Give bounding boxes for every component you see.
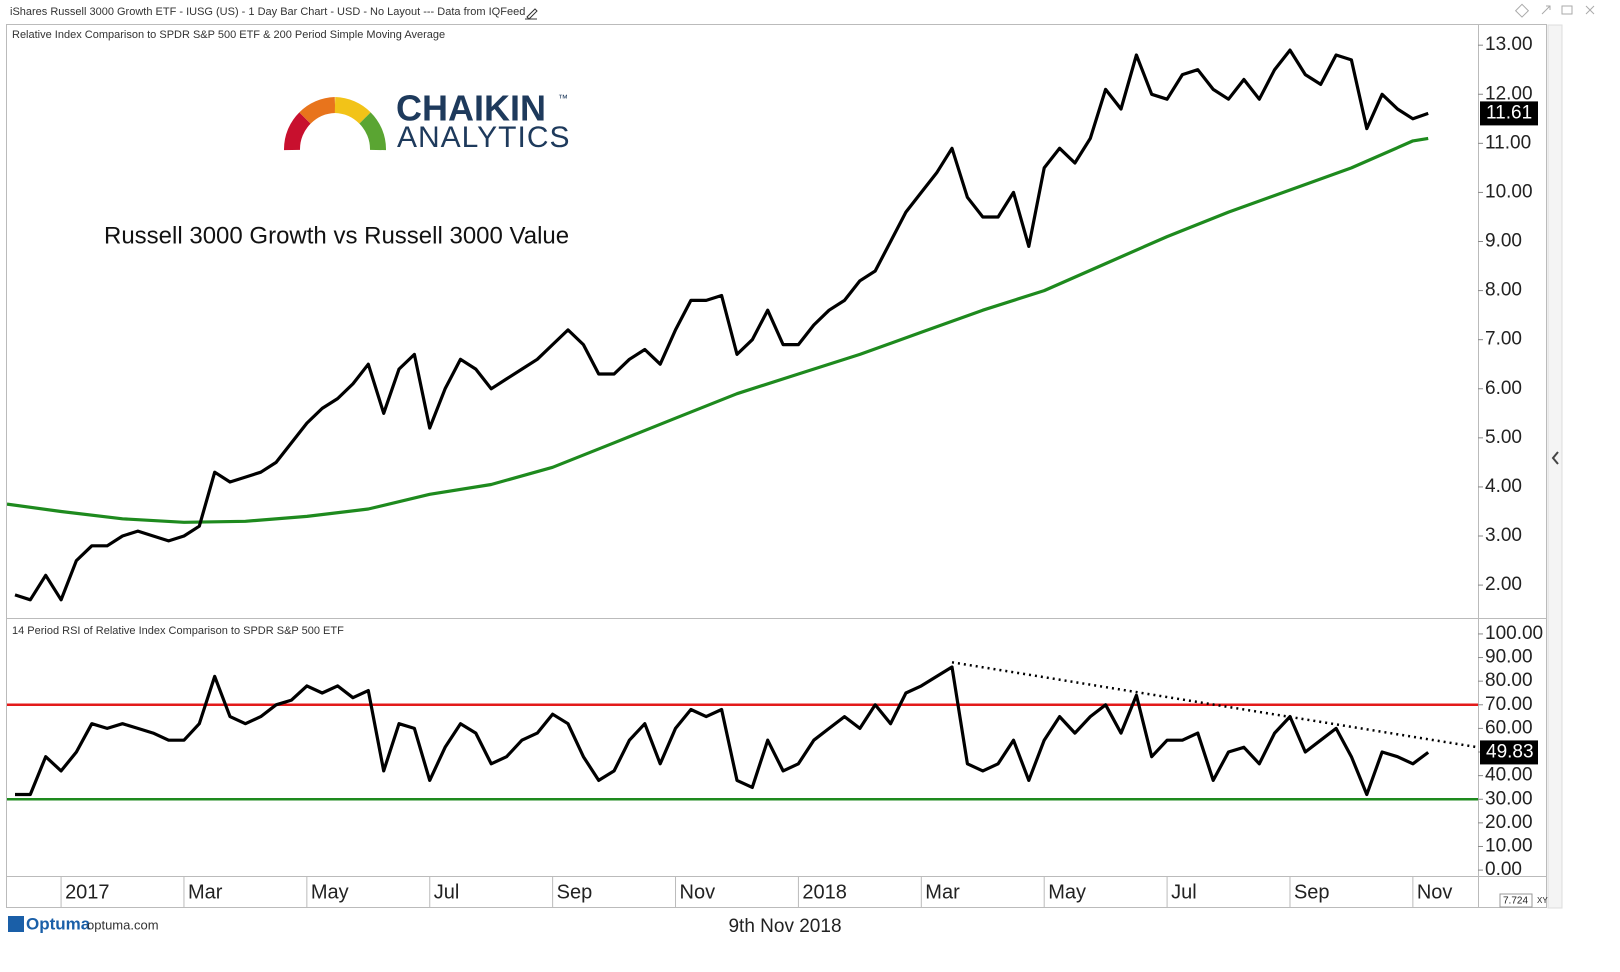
footer-icon — [8, 916, 24, 932]
edit-icon[interactable] — [525, 8, 538, 20]
scrollbar[interactable] — [1547, 24, 1563, 909]
y-tick-label: 5.00 — [1485, 427, 1522, 448]
logo-name: CHAIKIN — [396, 88, 546, 129]
plot-area — [7, 661, 1478, 801]
y-tick-label: 40.00 — [1485, 765, 1533, 786]
last-value-label: 11.61 — [1486, 102, 1532, 123]
series-line — [14, 48, 1429, 602]
last-value-box — [1480, 740, 1538, 765]
series-line — [7, 136, 1429, 524]
y-tick-label: 0.00 — [1485, 859, 1522, 880]
y-tick-label: 70.00 — [1485, 694, 1533, 715]
annotation: Russell 3000 Growth vs Russell 3000 Valu… — [104, 222, 569, 249]
trendline — [951, 661, 1478, 749]
x-tick-label: Nov — [1417, 881, 1453, 903]
y-tick-label: 4.00 — [1485, 476, 1522, 497]
x-tick-label: Nov — [680, 881, 716, 903]
y-tick-label: 60.00 — [1485, 717, 1533, 738]
y-tick-label: 80.00 — [1485, 670, 1533, 691]
scroll-arrow[interactable] — [1551, 451, 1559, 465]
y-tick-label: 3.00 — [1485, 525, 1522, 546]
y-tick-label: 13.00 — [1485, 34, 1533, 55]
logo: CHAIKIN ™ ANALYTICS — [284, 88, 571, 154]
x-tick-label: Sep — [1294, 881, 1330, 903]
y-tick-label: 7.00 — [1485, 329, 1522, 350]
y-tick-label: 11.00 — [1485, 132, 1531, 153]
y-tick-label: 20.00 — [1485, 812, 1533, 833]
scale-box[interactable] — [1499, 893, 1533, 908]
x-tick-label: Mar — [188, 881, 223, 903]
window-title: iShares Russell 3000 Growth ETF - IUSG (… — [10, 6, 525, 18]
x-tick-label: 2018 — [802, 881, 847, 903]
x-tick-label: 2017 — [65, 881, 110, 903]
x-tick-label: Mar — [925, 881, 960, 903]
footer-date: 9th Nov 2018 — [728, 916, 841, 937]
footer-site: optuma.com — [87, 917, 159, 932]
y-tick-label: 100.00 — [1485, 623, 1543, 644]
scale-value: 7.724 — [1503, 896, 1528, 907]
series-line — [15, 665, 1430, 797]
x-tick-label: May — [1048, 881, 1086, 903]
window-controls[interactable] — [1514, 3, 1595, 18]
last-value-box — [1480, 101, 1538, 126]
y-tick-label: 10.00 — [1485, 835, 1533, 856]
x-tick-label: May — [311, 881, 349, 903]
logo-mark: ™ — [558, 94, 568, 105]
y-tick-label: 10.00 — [1485, 181, 1533, 202]
panel-title: 14 Period RSI of Relative Index Comparis… — [12, 625, 344, 637]
scale-mode[interactable]: XY — [1537, 896, 1548, 905]
y-tick-label: 30.00 — [1485, 788, 1533, 809]
y-tick-label: 90.00 — [1485, 647, 1533, 668]
x-tick-label: Jul — [434, 881, 460, 903]
x-tick-label: Sep — [557, 881, 593, 903]
y-tick-label: 8.00 — [1485, 280, 1522, 301]
last-value-label: 49.83 — [1486, 741, 1534, 762]
plot-area — [7, 48, 1429, 602]
y-tick-label: 2.00 — [1485, 574, 1522, 595]
footer-brand: Optuma — [26, 914, 91, 933]
panel-title: Relative Index Comparison to SPDR S&P 50… — [12, 29, 445, 41]
logo-sub: ANALYTICS — [397, 121, 571, 154]
y-tick-label: 6.00 — [1485, 378, 1522, 399]
title-bar — [0, 0, 1620, 23]
y-tick-label: 12.00 — [1485, 83, 1533, 104]
chart-frame — [6, 24, 1547, 908]
y-tick-label: 9.00 — [1485, 231, 1522, 252]
x-tick-label: Jul — [1171, 881, 1197, 903]
